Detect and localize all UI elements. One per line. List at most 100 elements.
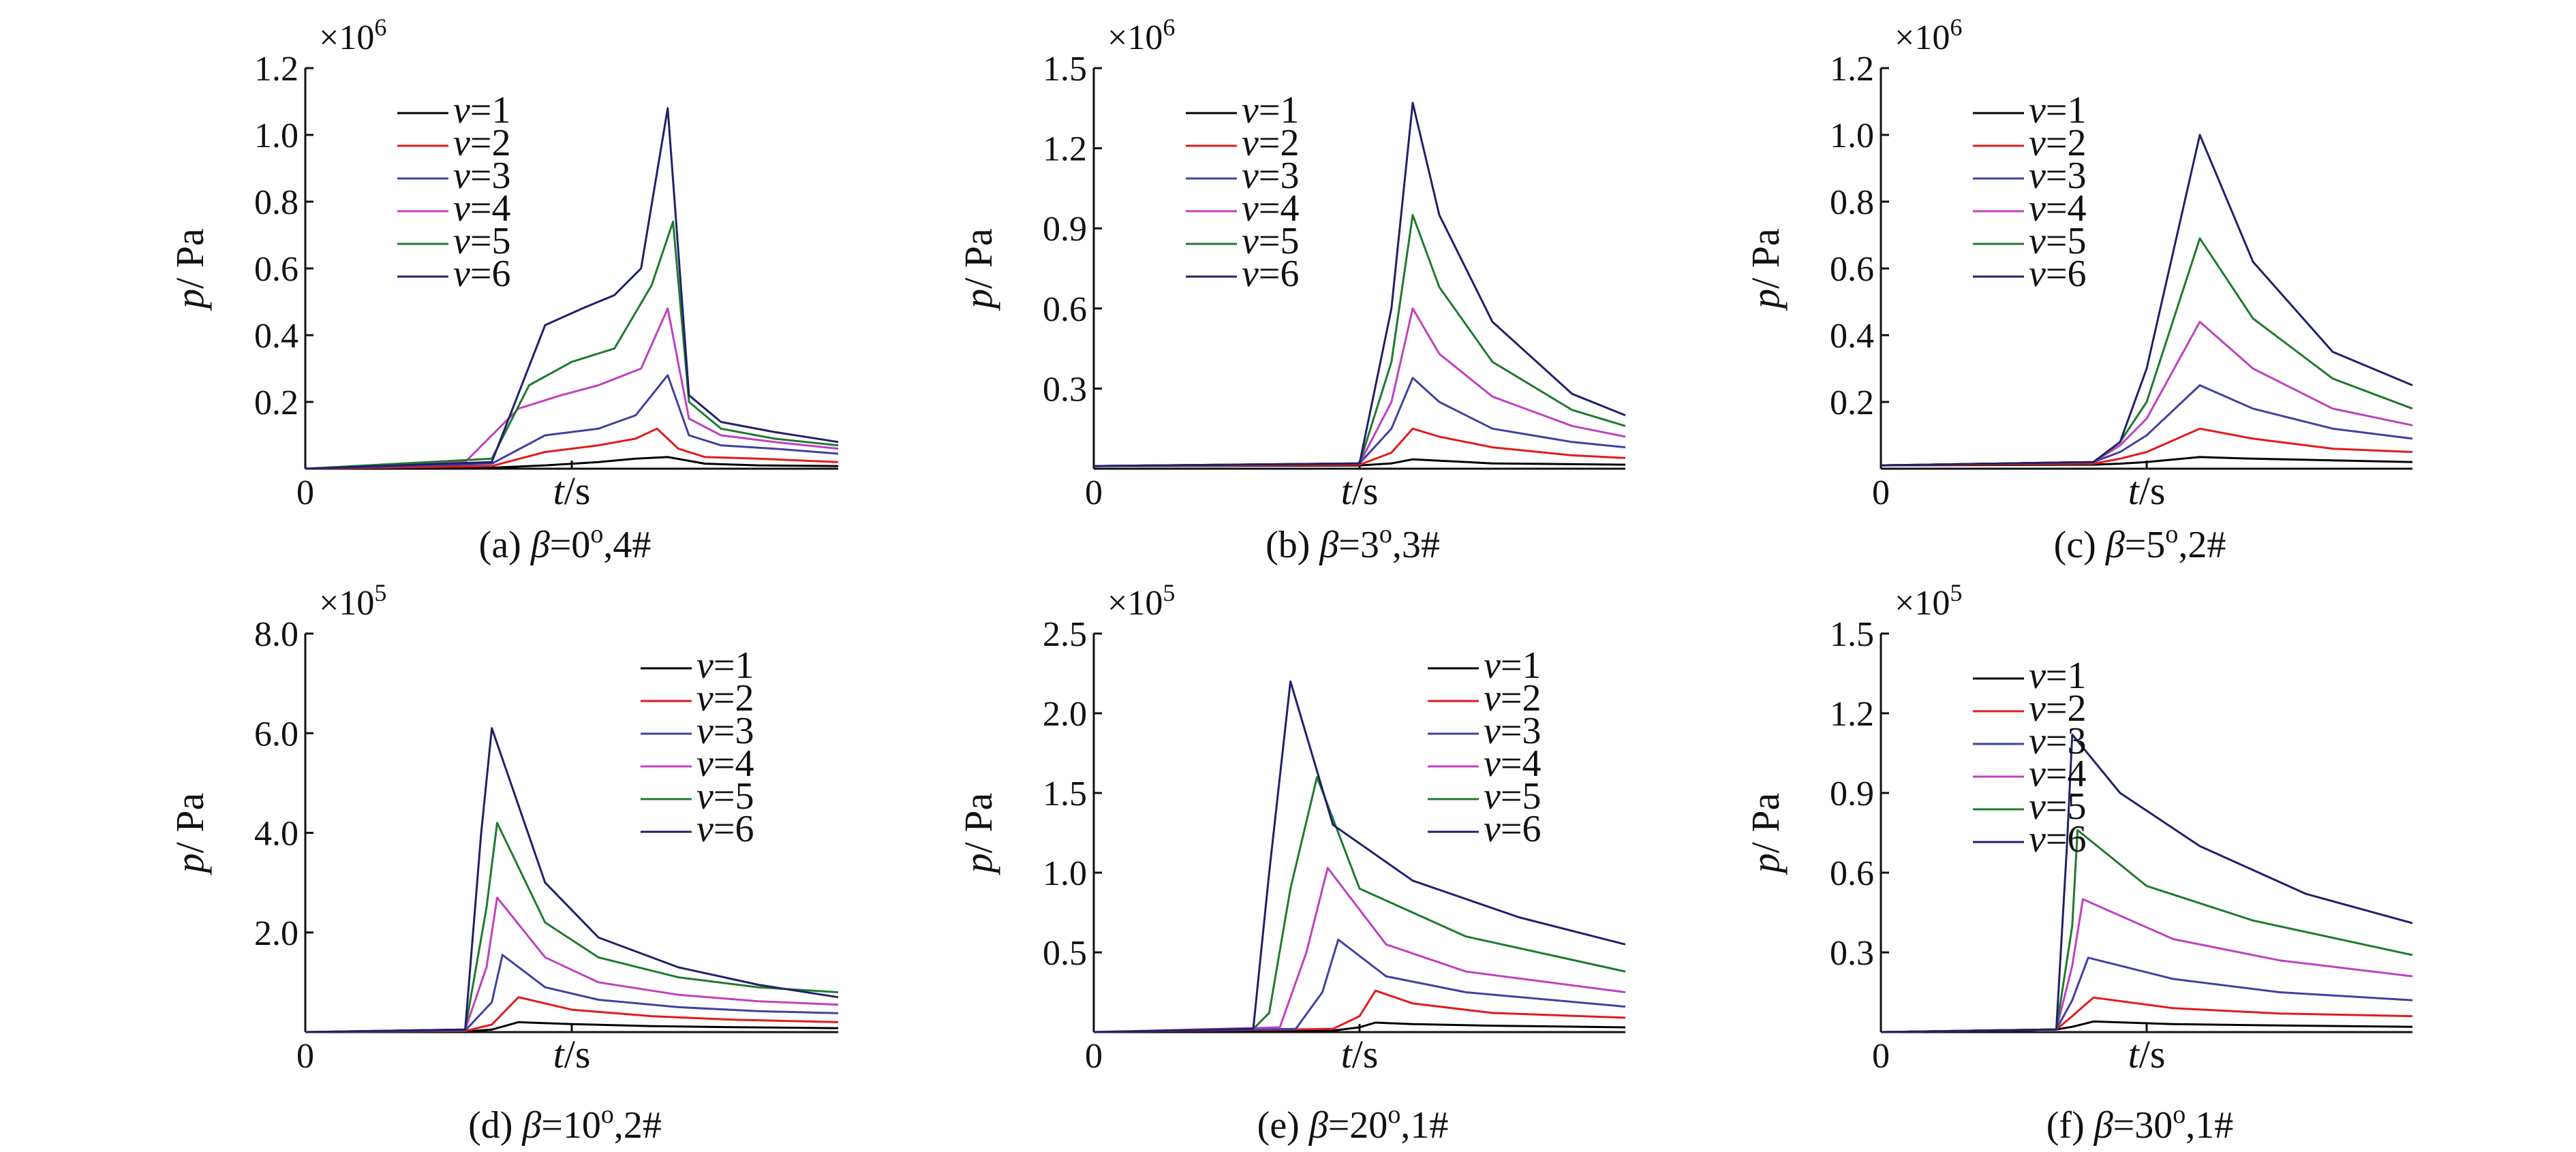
series-line-v2 xyxy=(305,427,839,470)
series-line-v4 xyxy=(1880,898,2413,1033)
y-tick-label: 1.2 xyxy=(1830,695,1874,734)
y-axis-label: p/ Pa xyxy=(168,228,212,311)
y-multiplier: ×106 xyxy=(319,14,386,57)
chart-panel-3: 0.2 0.4 0.6 0.8 1.0 1.2 ×106 0 t/s p/ Pa v=1v=2v=3… xyxy=(1743,14,2413,566)
x-origin-label: 0 xyxy=(1085,473,1103,512)
series-line-v2 xyxy=(1093,989,1626,1033)
x-origin-label: 0 xyxy=(296,473,314,512)
x-axis-label: t/s xyxy=(1341,1032,1379,1076)
legend-label: v=1 xyxy=(1242,89,1299,131)
panel-caption: (f) β=30o,1# xyxy=(2046,1100,2233,1147)
legend: v=1v=2v=3v=4v=5v=6 xyxy=(641,644,754,850)
legend-label: v=2 xyxy=(2029,687,2086,730)
legend: v=1v=2v=3v=4v=5v=6 xyxy=(1428,644,1541,850)
y-axis-label: p/ Pa xyxy=(956,793,1000,876)
series-line-v5 xyxy=(1093,776,1626,1033)
y-tick-label: 0.2 xyxy=(1830,384,1874,422)
y-tick-label: 0.3 xyxy=(1830,934,1874,973)
legend-label: v=4 xyxy=(453,187,510,230)
y-multiplier: ×106 xyxy=(1895,14,1962,57)
y-tick-label: 1.0 xyxy=(254,116,298,155)
series-line-v6 xyxy=(1093,680,1626,1033)
legend: v=1v=2v=3v=4v=5v=6 xyxy=(397,89,510,295)
y-multiplier: ×106 xyxy=(1107,14,1175,57)
legend-label: v=6 xyxy=(1484,808,1541,850)
legend-label: v=2 xyxy=(1484,677,1541,719)
y-tick-label: 1.2 xyxy=(254,50,298,89)
y-tick-label: 0.4 xyxy=(1830,317,1874,356)
series-line-v6 xyxy=(1093,102,1626,467)
series-line-v2 xyxy=(305,996,839,1033)
legend-label: v=6 xyxy=(2029,818,2086,860)
chart-panel-4: 2.0 4.0 6.0 8.0 ×105 0 t/s p/ Pa v=1v=2v=3v=4v=5… xyxy=(168,579,839,1147)
series-line-v4 xyxy=(305,307,839,470)
chart-panel-6: 0.3 0.6 0.9 1.2 1.5 ×105 0 t/s p/ Pa v=1v=2v=3v=4… xyxy=(1743,579,2413,1147)
y-tick-label: 0.6 xyxy=(1830,250,1874,289)
series-line-v6 xyxy=(305,107,839,470)
y-tick-label: 0.6 xyxy=(1043,290,1087,329)
legend-label: v=2 xyxy=(2029,122,2086,164)
legend-label: v=6 xyxy=(453,253,510,295)
y-tick-label: 0.9 xyxy=(1830,775,1874,813)
legend: v=1v=2v=3v=4v=5v=6 xyxy=(1973,655,2086,860)
legend-label: v=4 xyxy=(1484,743,1541,785)
x-origin-label: 0 xyxy=(1872,1037,1890,1076)
series-line-v3 xyxy=(305,954,839,1033)
legend-label: v=2 xyxy=(1242,122,1299,164)
legend-label: v=5 xyxy=(1484,775,1541,818)
y-axis-label: p/ Pa xyxy=(1743,228,1788,311)
legend-label: v=3 xyxy=(696,710,754,752)
series-line-v3 xyxy=(1093,377,1626,467)
series-line-v3 xyxy=(1880,956,2413,1033)
y-tick-label: 0.8 xyxy=(254,183,298,222)
y-tick-label: 8.0 xyxy=(254,615,298,654)
legend-label: v=4 xyxy=(2029,753,2086,795)
legend-label: v=5 xyxy=(2029,785,2086,828)
y-tick-label: 1.2 xyxy=(1043,130,1087,169)
y-tick-label: 6.0 xyxy=(254,715,298,753)
y-tick-label: 0.4 xyxy=(254,317,298,356)
panel-caption: (d) β=10o,2# xyxy=(468,1100,662,1147)
series-line-v1 xyxy=(1880,456,2413,467)
x-axis-label: t/s xyxy=(2128,469,2166,513)
series-line-v5 xyxy=(305,822,839,1033)
series-line-v1 xyxy=(305,1021,839,1033)
chart-panel-2: 0.3 0.6 0.9 1.2 1.5 ×106 0 t/s p/ Pa v=1v=2v=3v=4… xyxy=(956,14,1626,566)
x-axis-label: t/s xyxy=(1341,469,1379,513)
y-tick-label: 0.8 xyxy=(1830,183,1874,222)
panel-caption: (a) β=0o,4# xyxy=(479,520,651,566)
legend-label: v=5 xyxy=(696,775,754,818)
y-tick-label: 2.5 xyxy=(1043,615,1087,654)
legend: v=1v=2v=3v=4v=5v=6 xyxy=(1973,89,2086,295)
legend-label: v=1 xyxy=(1484,644,1541,687)
y-tick-label: 0.6 xyxy=(254,250,298,289)
panel-caption: (b) β=3o,3# xyxy=(1266,520,1440,566)
series-line-v2 xyxy=(1093,427,1626,467)
y-tick-label: 0.3 xyxy=(1043,370,1087,409)
y-multiplier: ×105 xyxy=(319,579,386,623)
x-axis-label: t/s xyxy=(2128,1032,2166,1076)
chart-panel-1: 0.2 0.4 0.6 0.8 1.0 1.2 ×106 0 t/s p/ Pa v=1v=2v=3… xyxy=(168,14,839,566)
legend-label: v=5 xyxy=(2029,220,2086,262)
y-tick-label: 1.0 xyxy=(1043,854,1087,893)
x-axis-label: t/s xyxy=(553,1032,591,1076)
series-line-v6 xyxy=(1880,733,2413,1033)
legend: v=1v=2v=3v=4v=5v=6 xyxy=(1186,89,1299,295)
y-tick-label: 1.5 xyxy=(1830,615,1874,654)
legend-label: v=5 xyxy=(453,220,510,262)
series-line-v1 xyxy=(305,456,839,470)
y-tick-label: 1.2 xyxy=(1830,50,1874,89)
series-line-v1 xyxy=(1093,1021,1626,1033)
y-multiplier: ×105 xyxy=(1107,579,1175,623)
panel-caption: (c) β=5o,2# xyxy=(2054,520,2226,566)
y-axis-label: p/ Pa xyxy=(1743,793,1788,876)
series-line-v4 xyxy=(305,897,839,1033)
series-line-v5 xyxy=(1880,829,2413,1033)
legend-label: v=3 xyxy=(453,155,510,197)
series-line-v5 xyxy=(1093,214,1626,467)
series-line-v3 xyxy=(1093,938,1626,1033)
series-line-v3 xyxy=(305,374,839,470)
legend-label: v=2 xyxy=(696,677,754,719)
y-tick-label: 1.0 xyxy=(1830,116,1874,155)
